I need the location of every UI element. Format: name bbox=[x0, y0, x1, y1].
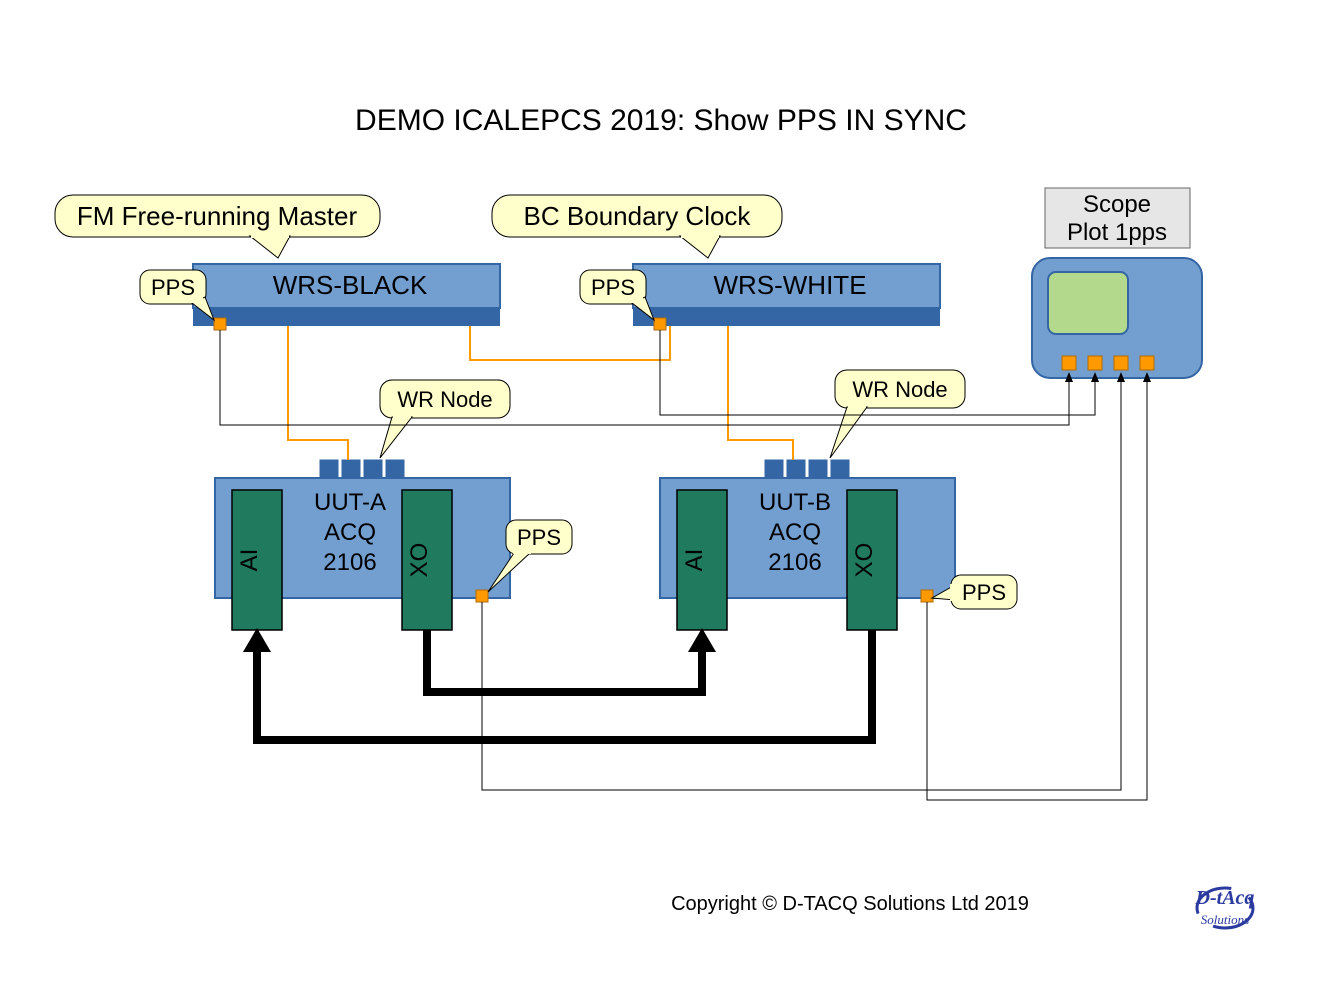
callout-wr-a: WR Node bbox=[380, 380, 510, 458]
uut-a-line3: 2106 bbox=[323, 549, 376, 576]
uut-b: AI XO UUT-B ACQ 2106 bbox=[660, 460, 955, 630]
uut-b-line3: 2106 bbox=[768, 549, 821, 576]
diagram-canvas: DEMO ICALEPCS 2019: Show PPS IN SYNC FM … bbox=[0, 0, 1323, 992]
wr-a-text: WR Node bbox=[397, 387, 492, 412]
wire-orange bbox=[288, 326, 348, 460]
pps-port-icon bbox=[921, 590, 933, 602]
logo: D-tAcq Solutions bbox=[1195, 887, 1255, 928]
pps-uut-b-text: PPS bbox=[962, 580, 1006, 605]
scope-header: Scope Plot 1pps bbox=[1045, 188, 1190, 248]
uut-a-line1: UUT-A bbox=[314, 489, 386, 516]
wire-orange bbox=[470, 326, 670, 360]
uut-b-line1: UUT-B bbox=[759, 489, 831, 516]
wire-orange bbox=[728, 326, 793, 460]
logo-top: D-tAcq bbox=[1195, 887, 1255, 909]
uut-b-line2: ACQ bbox=[769, 519, 821, 546]
uut-a-line2: ACQ bbox=[324, 519, 376, 546]
wrs-black-label: WRS-BLACK bbox=[273, 270, 428, 300]
wire-thick bbox=[427, 630, 702, 692]
pps-wrs-a-text: PPS bbox=[151, 275, 195, 300]
callout-bc-text: BC Boundary Clock bbox=[524, 201, 752, 231]
page-title: DEMO ICALEPCS 2019: Show PPS IN SYNC bbox=[355, 104, 967, 137]
callout-fm: FM Free-running Master bbox=[55, 195, 380, 258]
scope-line2: Plot 1pps bbox=[1067, 219, 1167, 246]
wrs-white-label: WRS-WHITE bbox=[713, 270, 866, 300]
wrs-black: WRS-BLACK bbox=[193, 264, 500, 330]
scope-line1: Scope bbox=[1083, 191, 1151, 218]
copyright: Copyright © D-TACQ Solutions Ltd 2019 bbox=[671, 893, 1029, 915]
logo-bottom: Solutions bbox=[1201, 912, 1249, 927]
scope bbox=[1032, 258, 1202, 378]
pps-port-icon bbox=[654, 318, 666, 330]
pps-port-icon bbox=[476, 590, 488, 602]
callout-fm-text: FM Free-running Master bbox=[77, 201, 358, 231]
uut-b-ai: AI bbox=[681, 549, 708, 572]
pps-port-icon bbox=[214, 318, 226, 330]
callout-wr-b: WR Node bbox=[830, 370, 965, 458]
wr-b-text: WR Node bbox=[852, 377, 947, 402]
wire-thick bbox=[257, 630, 872, 740]
uut-a-ai: AI bbox=[236, 549, 263, 572]
callout-bc: BC Boundary Clock bbox=[492, 195, 782, 258]
pps-uut-a-text: PPS bbox=[517, 525, 561, 550]
uut-a: AI XO UUT-A ACQ 2106 bbox=[215, 460, 510, 630]
uut-a-xo: XO bbox=[406, 543, 433, 578]
uut-b-xo: XO bbox=[851, 543, 878, 578]
pps-wrs-b-text: PPS bbox=[591, 275, 635, 300]
wrs-white: WRS-WHITE bbox=[633, 264, 940, 330]
